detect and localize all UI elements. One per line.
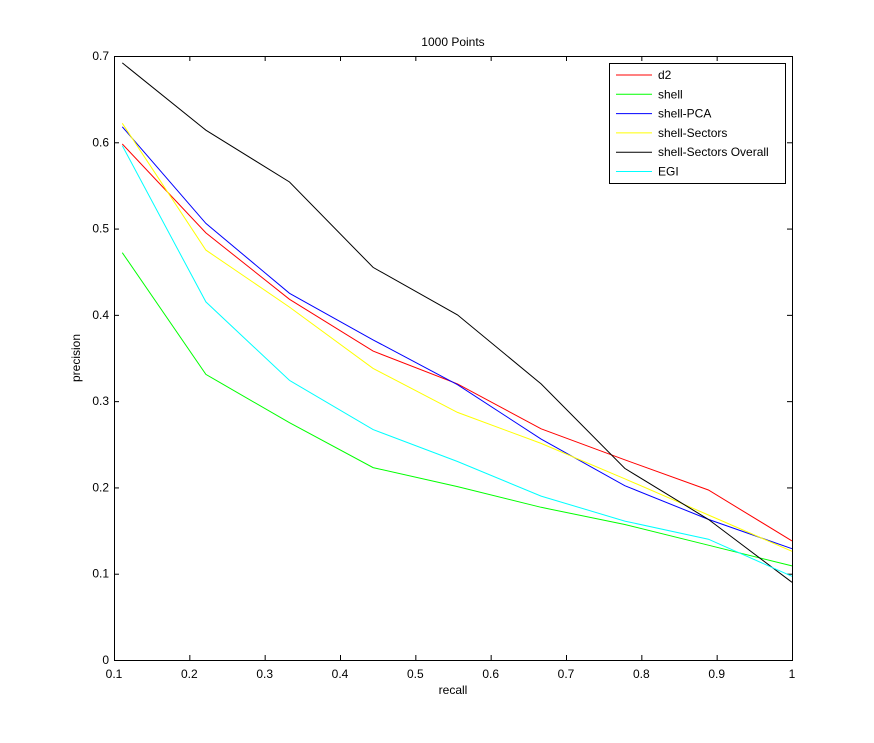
legend-label: shell-PCA <box>658 107 711 121</box>
legend-label: shell <box>658 87 683 101</box>
legend-label: shell-Sectors Overall <box>658 145 769 159</box>
x-tick-label: 0.4 <box>332 667 349 681</box>
series-line-shell-pca <box>121 126 793 550</box>
y-axis-label: precision <box>69 334 83 382</box>
x-tick-label: 0.5 <box>407 667 424 681</box>
x-tick-label: 0.6 <box>482 667 499 681</box>
series-line-shell <box>121 252 793 567</box>
y-tick-label: 0.3 <box>92 394 109 408</box>
x-tick-label: 0.9 <box>708 667 725 681</box>
legend-label: EGI <box>658 165 679 179</box>
y-tick-label: 0 <box>102 653 109 667</box>
legend: d2 shell shell-PCA shell-Sectors shell-Secto… <box>609 63 786 184</box>
legend-label: shell-Sectors <box>658 126 727 140</box>
y-tick-label: 0.1 <box>92 567 109 581</box>
y-tick-label: 0.7 <box>92 49 109 63</box>
chart-title: 1000 Points <box>421 35 484 49</box>
x-tick-label: 0.7 <box>558 667 575 681</box>
x-axis: 0.1 0.2 0.3 0.4 0.5 0.6 0.7 0.8 0.9 1 <box>106 56 796 681</box>
x-tick-label: 0.8 <box>633 667 650 681</box>
series-line-shell-sectors-overall <box>121 62 793 583</box>
x-tick-label: 1 <box>789 667 796 681</box>
series-line-egi <box>121 145 793 577</box>
x-tick-label: 0.2 <box>181 667 198 681</box>
y-axis: 0 0.1 0.2 0.3 0.4 0.5 0.6 0.7 <box>92 49 792 667</box>
y-tick-label: 0.6 <box>92 135 109 149</box>
x-axis-label: recall <box>439 683 468 697</box>
x-tick-label: 0.1 <box>106 667 123 681</box>
legend-label: d2 <box>658 68 672 82</box>
y-tick-label: 0.4 <box>92 308 109 322</box>
legend-box <box>609 63 786 184</box>
series-line-d2 <box>121 143 793 542</box>
y-tick-label: 0.5 <box>92 222 109 236</box>
y-tick-label: 0.2 <box>92 480 109 494</box>
x-tick-label: 0.3 <box>256 667 273 681</box>
series-layer <box>121 62 793 583</box>
